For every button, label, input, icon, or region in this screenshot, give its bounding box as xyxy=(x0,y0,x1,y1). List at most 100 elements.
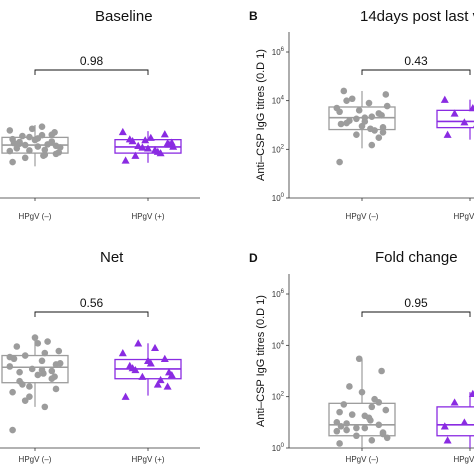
data-point xyxy=(468,103,474,112)
box xyxy=(1,354,69,384)
p-value-label: 0.95 xyxy=(404,296,428,310)
data-point xyxy=(144,356,152,364)
data-point xyxy=(379,129,387,136)
data-point xyxy=(379,430,387,438)
data-point xyxy=(31,136,39,144)
data-point xyxy=(151,145,159,154)
data-point xyxy=(337,120,345,128)
data-point xyxy=(41,403,49,411)
x-tick-label: HPgV (+) xyxy=(453,455,474,464)
significance-bracket xyxy=(361,69,471,75)
data-point xyxy=(346,117,353,125)
data-point xyxy=(167,370,176,379)
data-point xyxy=(19,132,26,140)
data-point xyxy=(28,125,36,133)
data-point xyxy=(160,130,169,138)
y-tick-label: 104 xyxy=(272,340,285,350)
data-point xyxy=(21,397,29,404)
data-point xyxy=(41,146,49,154)
data-point xyxy=(48,367,56,375)
data-point xyxy=(378,112,385,119)
data-point xyxy=(336,158,343,166)
data-point xyxy=(44,338,51,345)
data-point xyxy=(6,353,14,361)
data-point xyxy=(343,97,350,104)
data-point xyxy=(56,144,64,151)
data-point xyxy=(443,436,452,444)
data-point xyxy=(348,95,356,103)
data-point xyxy=(16,368,23,376)
x-tick-label: HPgV (–) xyxy=(19,212,52,221)
data-point xyxy=(26,383,33,390)
data-point xyxy=(368,436,376,444)
data-point xyxy=(375,134,383,142)
data-point xyxy=(26,133,33,141)
data-point xyxy=(333,419,341,426)
p-value-label: 0.98 xyxy=(80,54,104,68)
panel-title: Net xyxy=(100,249,124,266)
data-point xyxy=(358,388,366,396)
data-point xyxy=(361,118,369,125)
data-point xyxy=(146,133,155,141)
box xyxy=(436,406,474,437)
panel-title: Fold change xyxy=(375,249,458,266)
data-point xyxy=(346,383,353,390)
data-point xyxy=(367,125,374,133)
data-point xyxy=(9,158,16,166)
data-point xyxy=(26,147,33,154)
data-point xyxy=(440,422,449,430)
data-point xyxy=(355,355,363,363)
data-point xyxy=(365,99,373,107)
data-point xyxy=(383,102,391,110)
data-point xyxy=(118,127,127,136)
data-point xyxy=(156,149,165,157)
x-tick-label: HPgV (+) xyxy=(131,212,164,221)
data-point xyxy=(38,131,46,139)
significance-bracket xyxy=(361,311,471,317)
data-point xyxy=(51,129,58,136)
data-point xyxy=(379,124,387,131)
data-point xyxy=(361,424,369,432)
data-point xyxy=(138,372,147,380)
data-point xyxy=(336,108,343,116)
data-point xyxy=(38,366,46,374)
data-point xyxy=(353,432,360,440)
panel-a: Baseline HPgV (–) HPgV (+) 0.98 xyxy=(0,8,200,221)
data-point xyxy=(383,434,391,442)
panel-title: Baseline xyxy=(95,8,153,25)
data-point xyxy=(19,381,26,388)
data-point xyxy=(38,123,46,131)
y-axis-label: Anti–CSP IgG titres (0.D 1) xyxy=(255,295,267,427)
data-point xyxy=(13,343,21,350)
data-point xyxy=(55,347,63,355)
data-point xyxy=(156,375,165,384)
data-point xyxy=(343,426,350,434)
data-point xyxy=(40,152,47,159)
box xyxy=(328,402,396,437)
data-point xyxy=(131,365,140,374)
data-point xyxy=(153,380,162,388)
data-point xyxy=(131,151,140,159)
data-point xyxy=(340,87,348,95)
data-point xyxy=(375,421,383,429)
data-point xyxy=(333,427,341,435)
panel-letter: D xyxy=(249,251,258,265)
data-point xyxy=(460,118,469,126)
data-point xyxy=(16,140,23,148)
data-point xyxy=(9,426,16,434)
panel-title: 14days post last vacc xyxy=(360,8,474,25)
data-point xyxy=(118,349,127,357)
data-point xyxy=(367,417,374,424)
data-point xyxy=(375,399,383,406)
y-tick-label: 102 xyxy=(272,144,285,154)
p-value-label: 0.56 xyxy=(80,296,104,310)
data-point xyxy=(6,147,14,155)
p-value-label: 0.43 xyxy=(404,54,428,68)
data-point xyxy=(337,423,345,430)
data-point xyxy=(368,403,376,411)
significance-bracket xyxy=(34,69,149,75)
data-point xyxy=(443,130,452,138)
x-tick-label: HPgV (+) xyxy=(453,212,474,221)
data-point xyxy=(21,141,29,149)
